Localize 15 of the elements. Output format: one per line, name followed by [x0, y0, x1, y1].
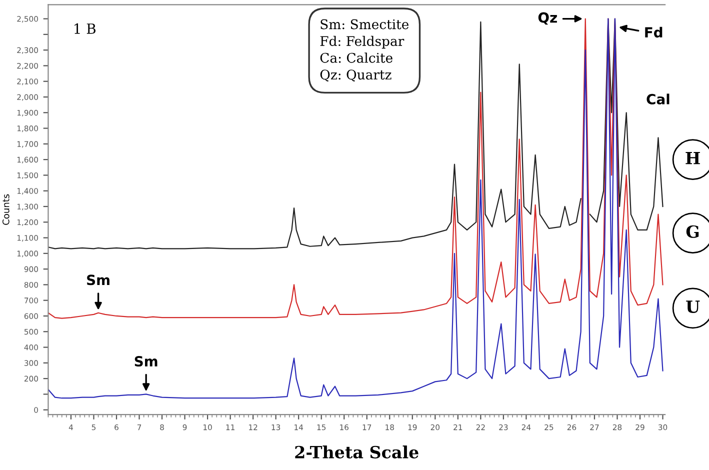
x-axis-title: 2-Theta Scale — [295, 446, 418, 458]
annotation: Qz — [538, 12, 557, 25]
series-label: G — [686, 225, 699, 238]
y-axis-title: Counts — [2, 194, 10, 225]
annotation: Qz: Quartz — [320, 70, 392, 82]
annotation: Cal — [646, 94, 670, 104]
series-label: U — [686, 300, 700, 314]
annotation: Sm: Smectite — [320, 19, 409, 30]
annotation: Sm — [134, 356, 158, 367]
annotation: 1 B — [74, 23, 96, 34]
annotation: Fd — [645, 26, 662, 38]
series-label: H — [686, 152, 700, 164]
annotation: Fd: Feldspar — [320, 36, 404, 49]
annotation: Ca: Calcite — [320, 52, 392, 63]
annotation: Sm — [87, 274, 110, 286]
